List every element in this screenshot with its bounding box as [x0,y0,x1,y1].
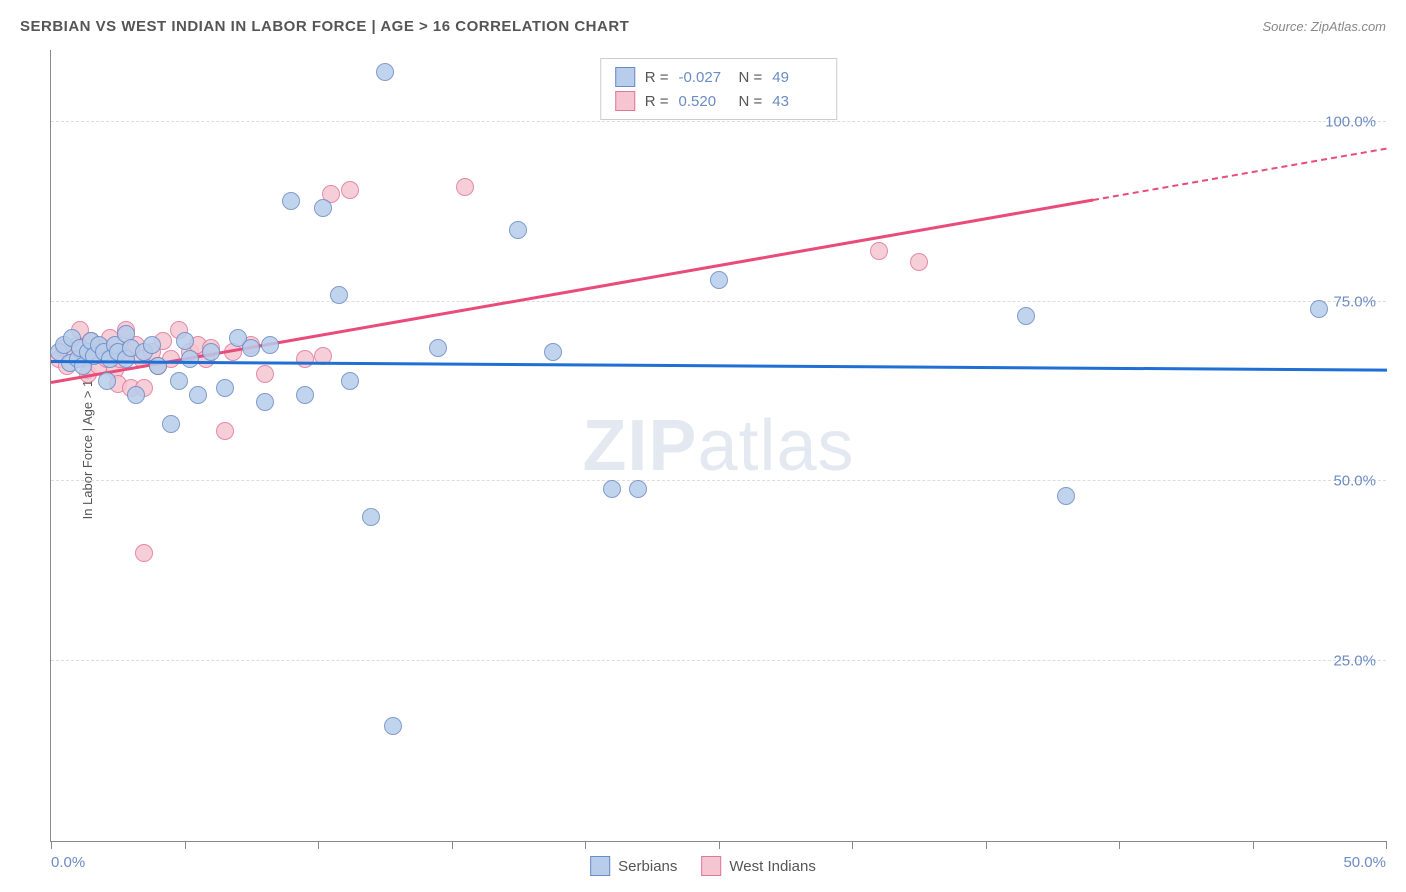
scatter-point-west_indians [256,365,274,383]
x-tick [452,841,453,849]
scatter-point-west_indians [135,544,153,562]
scatter-point-serbians [603,480,621,498]
y-tick-label: 25.0% [1333,653,1376,670]
scatter-point-serbians [127,386,145,404]
chart-source: Source: ZipAtlas.com [1262,19,1386,34]
x-tick [719,841,720,849]
n-value-serbians: 49 [772,69,822,86]
scatter-point-serbians [362,508,380,526]
scatter-point-serbians [143,336,161,354]
scatter-point-serbians [314,199,332,217]
r-value-serbians: -0.027 [679,69,729,86]
scatter-point-serbians [202,343,220,361]
r-label: R = [645,69,669,86]
scatter-point-serbians [1017,307,1035,325]
scatter-point-serbians [162,415,180,433]
legend-row-west-indians: R = 0.520 N = 43 [615,89,823,113]
trendline-west_indians-dashed [1093,148,1387,201]
scatter-point-serbians [282,192,300,210]
scatter-point-serbians [376,63,394,81]
y-tick-label: 75.0% [1333,293,1376,310]
x-tick [51,841,52,849]
legend-swatch-west-indians-icon [701,856,721,876]
scatter-point-serbians [1310,300,1328,318]
x-tick-label-min: 0.0% [51,854,85,871]
gridline-horizontal [51,480,1386,481]
x-tick [585,841,586,849]
scatter-point-west_indians [296,350,314,368]
scatter-point-serbians [509,221,527,239]
y-tick-label: 100.0% [1325,113,1376,130]
x-tick [1386,841,1387,849]
scatter-point-serbians [261,336,279,354]
chart-title: SERBIAN VS WEST INDIAN IN LABOR FORCE | … [20,18,629,35]
scatter-point-serbians [296,386,314,404]
x-tick [1119,841,1120,849]
legend-item-serbians: Serbians [590,856,677,876]
scatter-point-serbians [98,372,116,390]
legend-row-serbians: R = -0.027 N = 49 [615,65,823,89]
r-label: R = [645,93,669,110]
scatter-point-serbians [256,393,274,411]
x-tick [986,841,987,849]
legend-item-west-indians: West Indians [701,856,815,876]
x-tick [185,841,186,849]
scatter-point-serbians [216,379,234,397]
gridline-horizontal [51,660,1386,661]
trendline-serbians [51,360,1387,371]
scatter-point-serbians [429,339,447,357]
watermark-bold: ZIP [582,406,697,486]
scatter-point-serbians [544,343,562,361]
scatter-point-serbians [242,339,260,357]
legend-swatch-serbians-icon [590,856,610,876]
scatter-point-serbians [341,372,359,390]
scatter-point-serbians [170,372,188,390]
legend-swatch-serbians [615,67,635,87]
x-tick [318,841,319,849]
n-value-west-indians: 43 [772,93,822,110]
scatter-point-west_indians [216,422,234,440]
r-value-west-indians: 0.520 [679,93,729,110]
scatter-point-serbians [189,386,207,404]
legend-bottom: Serbians West Indians [590,856,816,876]
scatter-point-west_indians [341,181,359,199]
x-tick [1253,841,1254,849]
scatter-point-serbians [181,350,199,368]
scatter-point-serbians [1057,487,1075,505]
scatter-point-west_indians [456,178,474,196]
scatter-point-west_indians [870,242,888,260]
watermark-light: atlas [697,406,854,486]
scatter-point-serbians [629,480,647,498]
n-label: N = [739,93,763,110]
watermark: ZIPatlas [582,405,854,487]
legend-label-serbians: Serbians [618,858,677,875]
gridline-horizontal [51,121,1386,122]
chart-header: SERBIAN VS WEST INDIAN IN LABOR FORCE | … [20,18,1386,35]
x-tick [852,841,853,849]
legend-correlation-box: R = -0.027 N = 49 R = 0.520 N = 43 [600,58,838,120]
legend-swatch-west-indians [615,91,635,111]
scatter-point-serbians [330,286,348,304]
scatter-point-serbians [384,717,402,735]
gridline-horizontal [51,301,1386,302]
scatter-point-west_indians [910,253,928,271]
legend-label-west-indians: West Indians [729,858,815,875]
x-tick-label-max: 50.0% [1343,854,1386,871]
scatter-point-serbians [176,332,194,350]
scatter-point-serbians [710,271,728,289]
y-tick-label: 50.0% [1333,473,1376,490]
chart-plot-area: ZIPatlas R = -0.027 N = 49 R = 0.520 N =… [50,50,1386,842]
n-label: N = [739,69,763,86]
